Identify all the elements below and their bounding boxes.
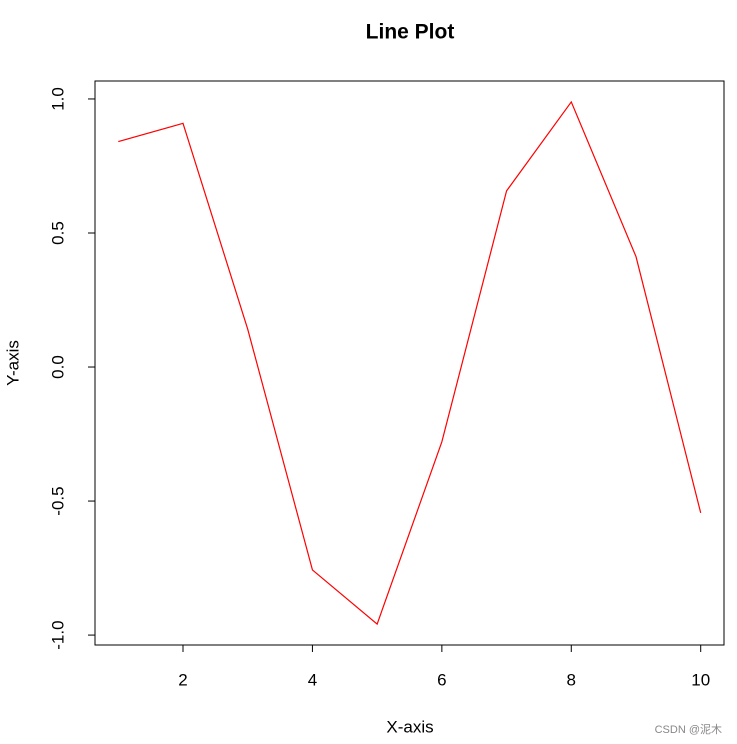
y-tick-label: -0.5 <box>48 486 67 515</box>
y-tick-label: 0.0 <box>48 355 67 379</box>
x-tick-label: 10 <box>691 670 710 689</box>
data-line <box>118 100 702 626</box>
x-tick-label: 8 <box>567 670 576 689</box>
x-tick-label: 6 <box>437 670 446 689</box>
y-axis-title: Y-axis <box>3 340 22 386</box>
y-tick-label: -1.0 <box>48 620 67 649</box>
x-axis-title: X-axis <box>386 717 433 736</box>
x-tick-label: 2 <box>178 670 187 689</box>
chart-title: Line Plot <box>366 21 455 44</box>
x-tick-label: 4 <box>308 670 317 689</box>
y-tick-label: 0.5 <box>48 221 67 245</box>
watermark: CSDN @泥木 <box>655 723 722 736</box>
y-tick-label: 1.0 <box>48 87 67 111</box>
